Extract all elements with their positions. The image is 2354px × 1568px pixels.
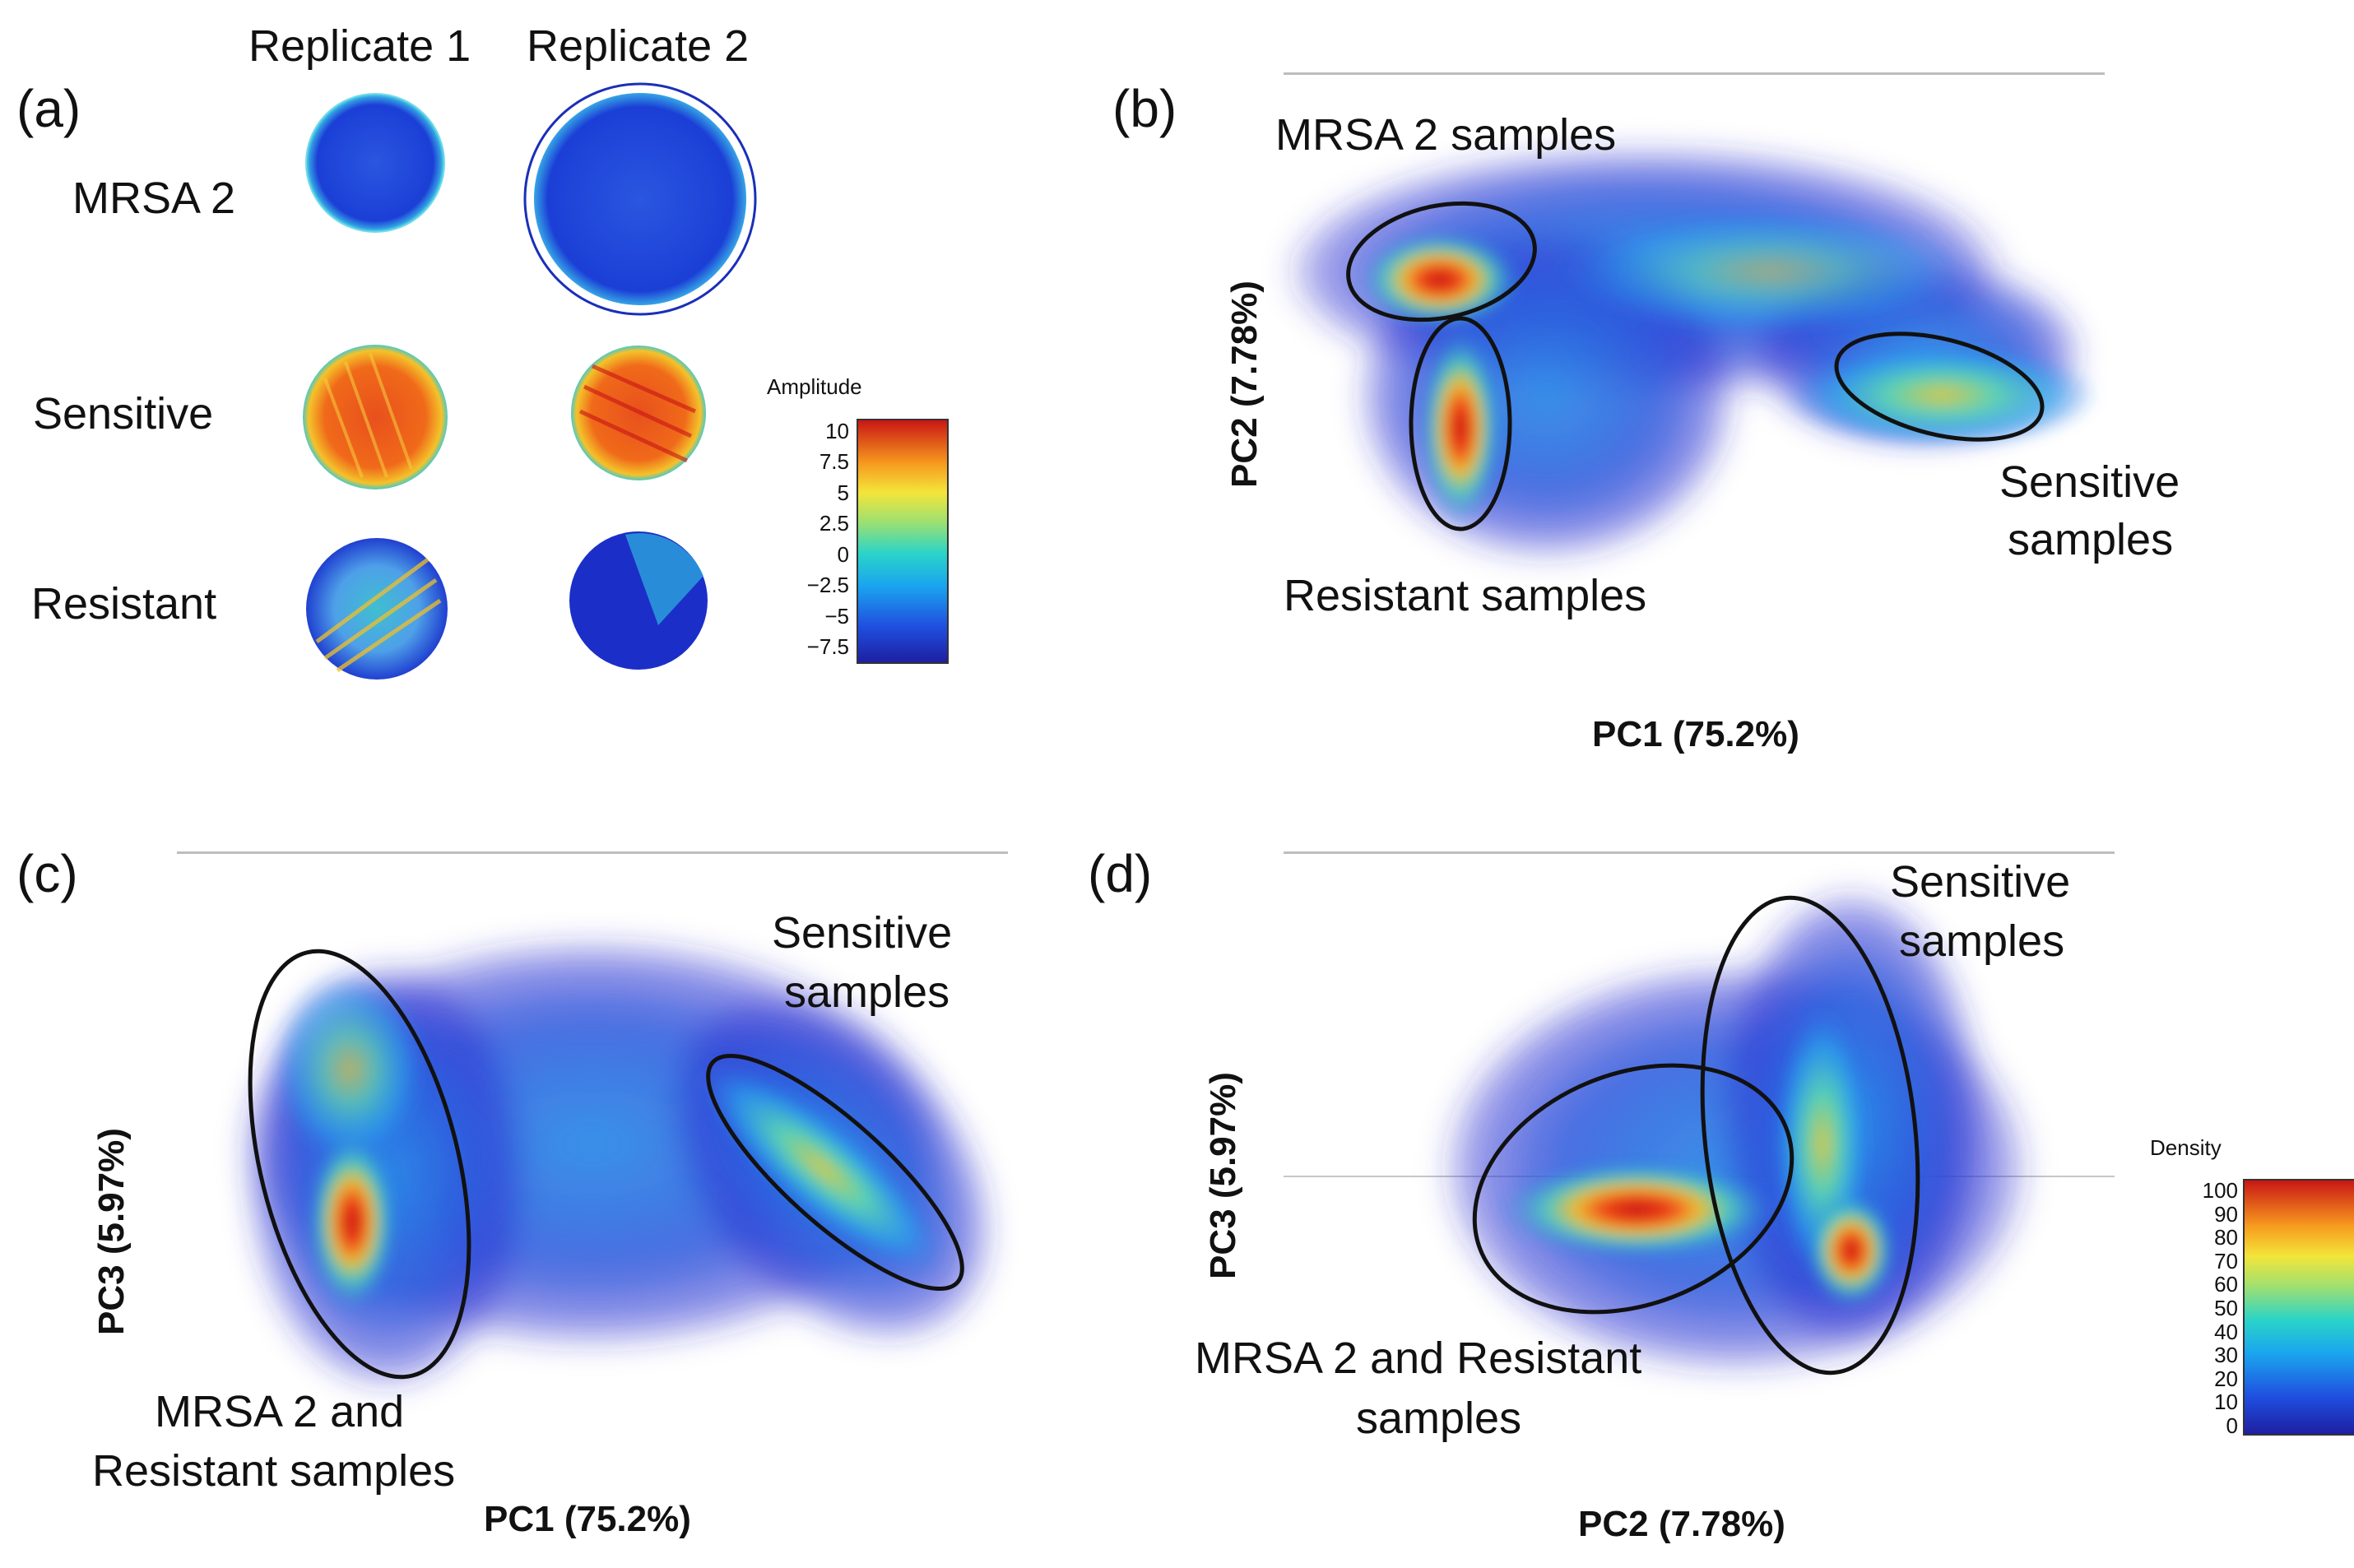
density-colorbar-tick: 100 [2202, 1178, 2238, 1203]
amplitude-colorbar-tick: 10 [825, 419, 849, 443]
amplitude-colorbar-tick: 5 [837, 480, 849, 505]
label-c-sensitive-1: Sensitive [772, 908, 953, 958]
label-b-sensitive-1: Sensitive [1999, 457, 2180, 507]
label-b-mrsa2: MRSA 2 samples [1275, 110, 1617, 160]
amplitude-colorbar [857, 419, 949, 664]
ellipse-b-mrsa2 [1346, 201, 1537, 322]
ellipse-d-mrsa-resistant [1472, 1063, 1795, 1315]
label-c-mrsa-resistant-2: Resistant samples [92, 1446, 456, 1496]
density-colorbar-tick: 80 [2214, 1225, 2238, 1250]
amplitude-colorbar-tick: −7.5 [806, 634, 849, 659]
label-b-sensitive-2: samples [2008, 515, 2174, 564]
panel-b-letter: (b) [1112, 79, 1177, 138]
row-label-sensitive: Sensitive [33, 389, 214, 438]
row-label-mrsa2: MRSA 2 [72, 174, 236, 223]
amplitude-colorbar-tick: 2.5 [819, 511, 849, 536]
density-colorbar-tick: 40 [2214, 1319, 2238, 1344]
panel-c-letter: (c) [16, 844, 78, 903]
label-c-sensitive-2: samples [784, 967, 950, 1017]
replicate-2-header: Replicate 2 [527, 21, 750, 71]
panel-c-x-axis-label: PC1 (75.2%) [484, 1499, 691, 1539]
label-b-resistant: Resistant samples [1284, 571, 1647, 620]
amplitude-colorbar-tick: 7.5 [819, 449, 849, 475]
amplitude-colorbar-tick: 0 [837, 541, 849, 567]
density-colorbar-tick: 20 [2214, 1366, 2238, 1391]
density-colorbar-tick: 90 [2214, 1201, 2238, 1227]
dish-sensitive-rep1 [303, 345, 448, 489]
dish-mrsa2-rep1 [307, 95, 443, 231]
amplitude-colorbar-tick: −5 [824, 603, 849, 629]
panel-b-x-axis-label: PC1 (75.2%) [1592, 714, 1799, 754]
row-label-resistant: Resistant [31, 579, 217, 629]
density-colorbar-tick: 30 [2214, 1343, 2238, 1368]
ellipse-c-mrsa-resistant [248, 949, 471, 1380]
amplitude-colorbar-tick: −2.5 [806, 573, 849, 598]
panel-a-letter: (a) [16, 79, 81, 138]
density-colorbar-tick: 0 [2226, 1413, 2238, 1438]
panel-d-x-axis-label: PC2 (7.78%) [1578, 1504, 1785, 1544]
density-colorbar [2243, 1179, 2354, 1436]
label-d-sensitive-2: samples [1899, 916, 2065, 966]
density-colorbar-tick: 50 [2214, 1296, 2238, 1320]
ellipse-c-sensitive [706, 1053, 964, 1292]
ellipse-b-sensitive [1834, 332, 2045, 442]
density-colorbar-tick: 60 [2214, 1272, 2238, 1297]
dish-mrsa2-rep2 [532, 90, 749, 308]
amplitude-colorbar-title: Amplitude [767, 374, 862, 399]
density-colorbar-tick: 70 [2214, 1248, 2238, 1273]
label-d-sensitive-1: Sensitive [1890, 857, 2071, 907]
panel-d-letter: (d) [1088, 844, 1153, 903]
label-d-mrsa-resistant-1: MRSA 2 and Resistant [1195, 1334, 1642, 1383]
density-colorbar-title: Density [2150, 1135, 2222, 1160]
panel-d-y-axis-label: PC3 (5.97%) [1203, 1072, 1243, 1279]
ellipse-d-sensitive [1700, 895, 1920, 1375]
label-d-mrsa-resistant-2: samples [1356, 1394, 1522, 1443]
ellipse-b-resistant [1409, 316, 1512, 531]
replicate-1-header: Replicate 1 [248, 21, 471, 71]
label-c-mrsa-resistant-1: MRSA 2 and [155, 1387, 405, 1436]
panel-a-dishes [303, 82, 757, 680]
density-colorbar-tick: 10 [2214, 1389, 2238, 1415]
